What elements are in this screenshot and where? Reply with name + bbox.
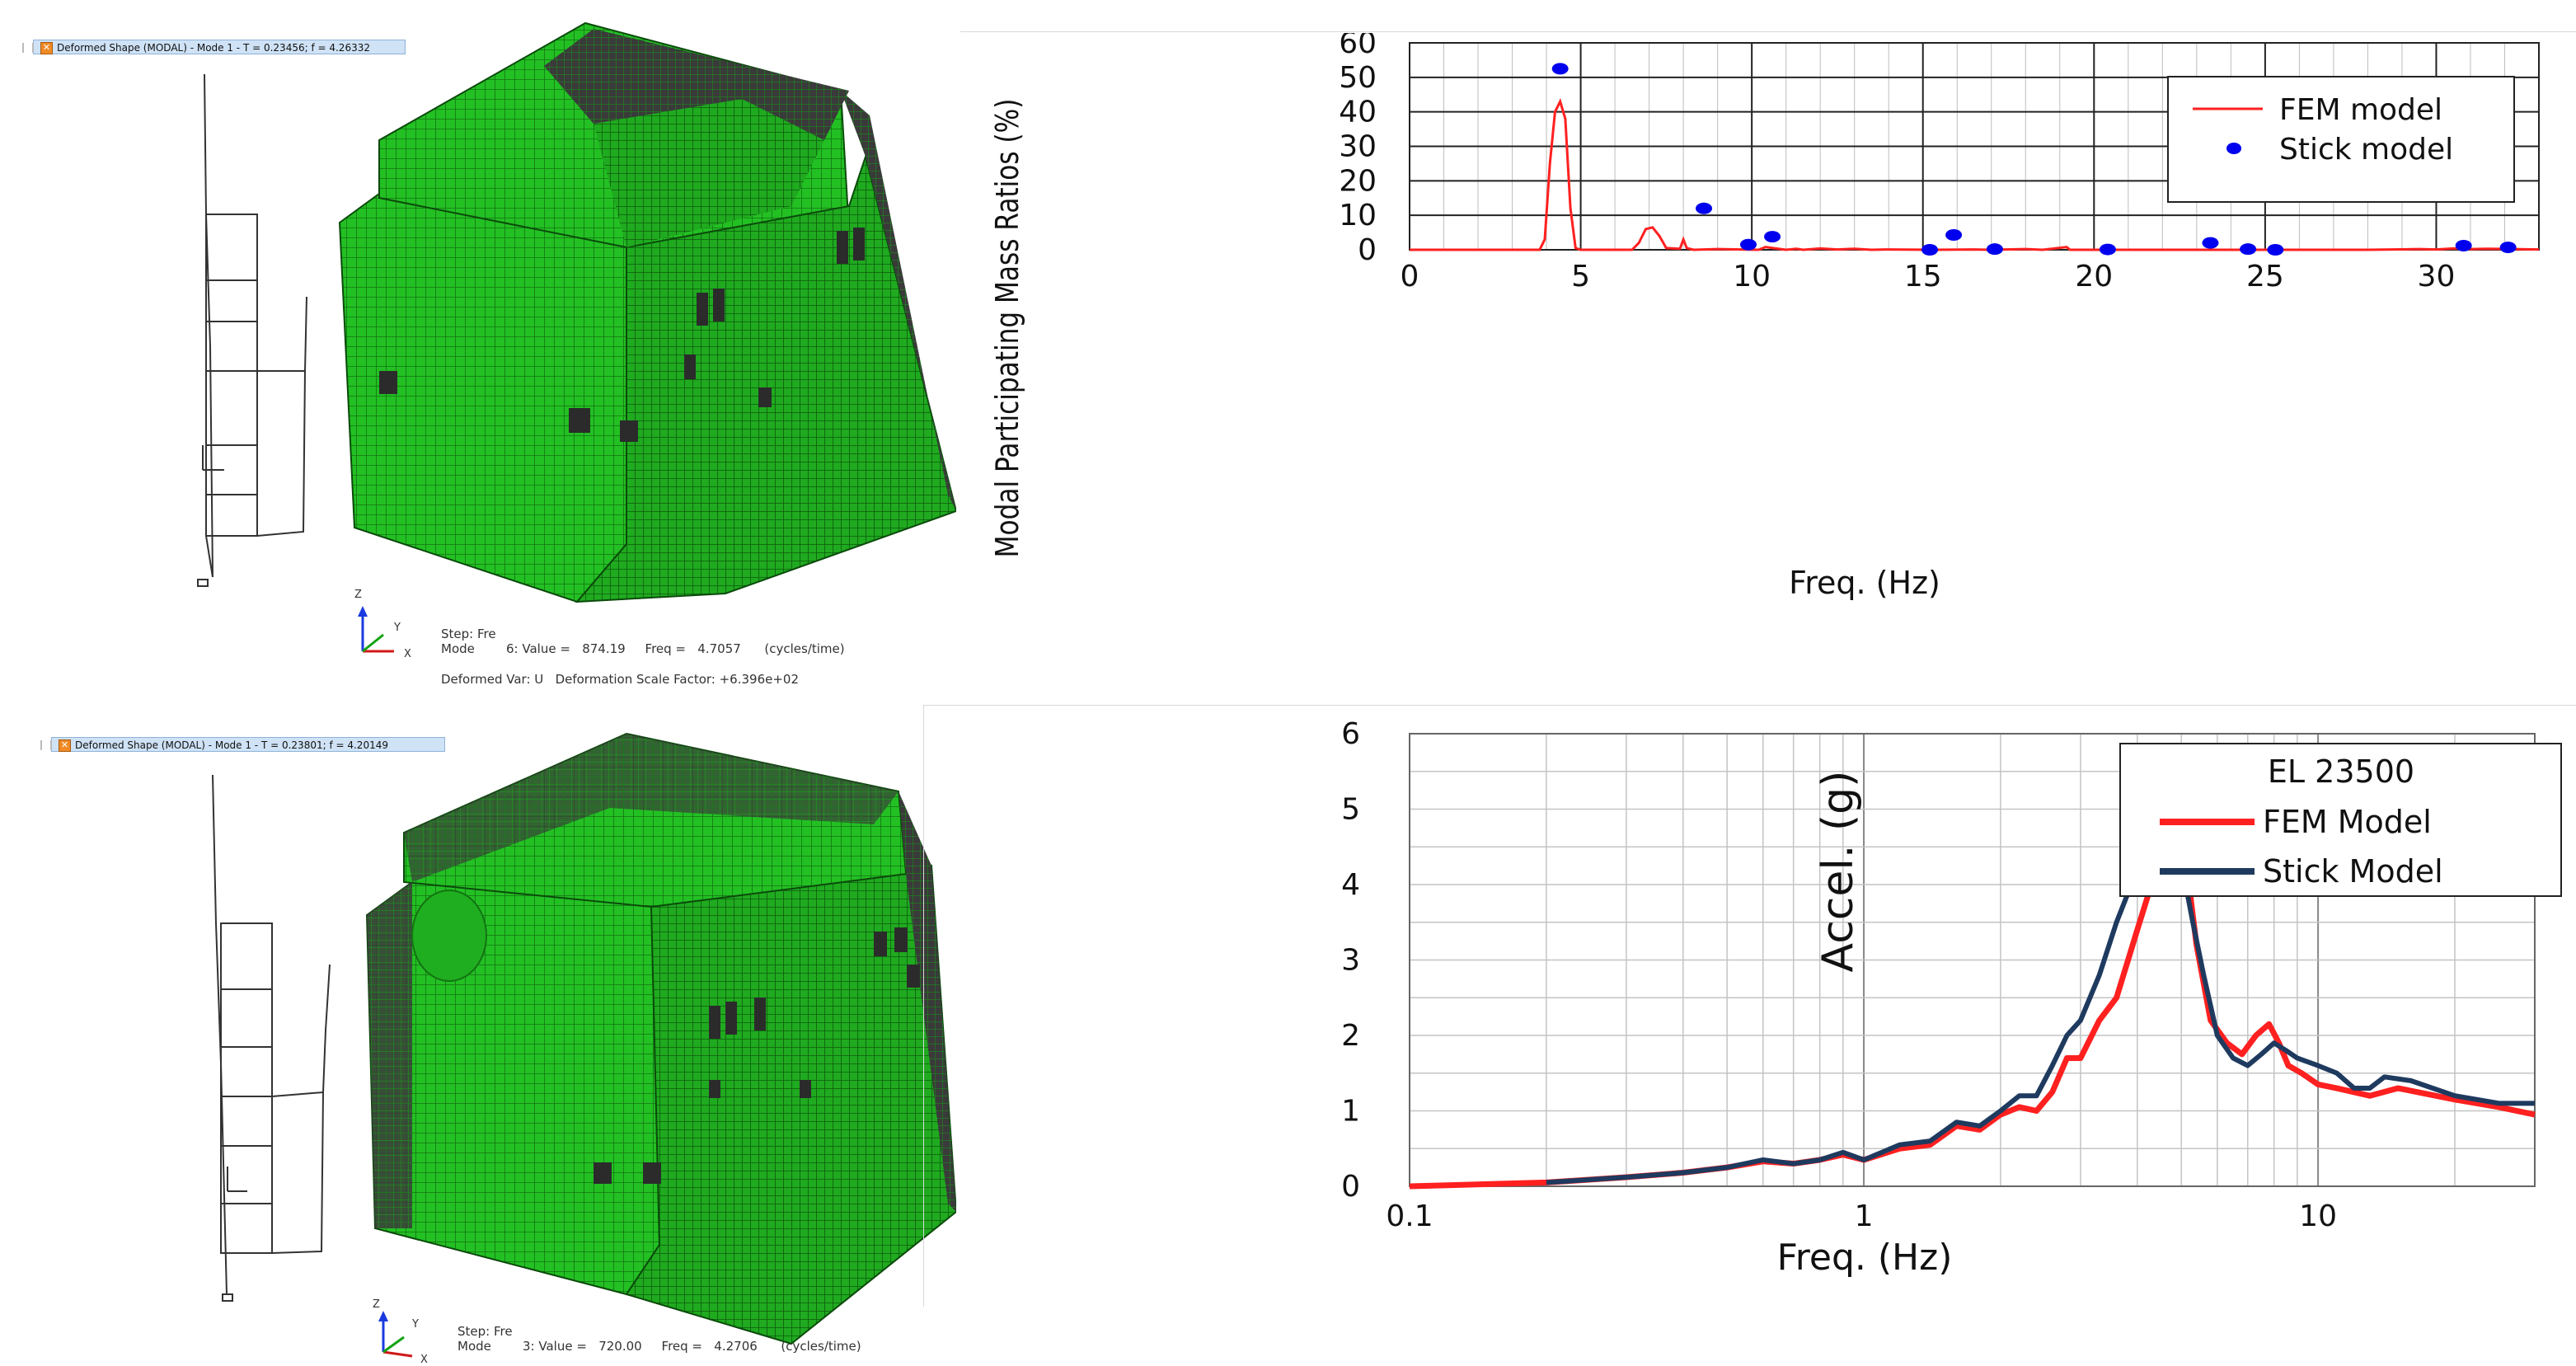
viewport-title: Deformed Shape (MODAL) - Mode 1 - T = 0.… [57, 42, 370, 54]
x-tick-label: 1 [1855, 1199, 1874, 1233]
viewport-title-bar[interactable]: ✕ Deformed Shape (MODAL) - Mode 1 - T = … [40, 737, 445, 752]
stick-model-drawing [197, 73, 307, 587]
chart2-legend: EL 23500 FEM Model Stick Model [2119, 743, 2562, 897]
close-icon[interactable]: ✕ [40, 42, 53, 54]
chart1-legend: FEM model Stick model [2167, 76, 2515, 203]
chart2-ylabel: Accel. (g) [1814, 771, 1863, 973]
legend-stick-label: Stick model [2279, 133, 2453, 167]
chart2-ticks: 0.1 1 10 0 1 2 3 4 5 6 [1341, 717, 2337, 1233]
chart1-xlabel: Freq. (Hz) [1789, 565, 1940, 601]
y-tick-label: 20 [1339, 164, 1377, 198]
chart2-xlabel: Freq. (Hz) [1777, 1237, 1953, 1279]
x-tick-label: 15 [1904, 260, 1942, 293]
y-tick-label: 1 [1341, 1095, 1360, 1129]
x-tick-label: 30 [2418, 260, 2456, 293]
y-tick-label: 0 [1341, 1170, 1360, 1204]
deformed-line: Deformed Var: U Deformation Scale Factor… [441, 672, 800, 687]
legend-box [2167, 76, 2515, 203]
axis-y-label: Y [393, 622, 401, 634]
grip-icon[interactable] [40, 740, 52, 750]
legend-stick-label: Stick Model [2263, 853, 2443, 890]
y-tick-label: 60 [1339, 33, 1377, 60]
step-line: Step: Fre [457, 1324, 513, 1339]
model-graphic-top: Z Y X [197, 21, 956, 660]
separator [923, 705, 924, 1307]
viewport-title: Deformed Shape (MODAL) - Mode 1 - T = 0.… [75, 739, 388, 751]
y-tick-label: 2 [1341, 1019, 1360, 1053]
accel-spectrum-chart: 0.1 1 10 0 1 2 3 4 5 6 Freq. (Hz) Accel. (g) EL 2… [1341, 717, 2562, 1279]
viewport-title-bar[interactable]: ✕ Deformed Shape (MODAL) - Mode 1 - T = … [22, 40, 406, 54]
y-tick-label: 50 [1339, 61, 1377, 95]
stick-model-point [2499, 242, 2517, 254]
axis-z-label: Z [354, 589, 362, 601]
stick-model-point [1740, 238, 1757, 251]
chart1-ylabel: Modal Participating Mass Ratios (%) [990, 99, 1026, 558]
x-tick-label: 5 [1571, 260, 1590, 293]
x-tick-label: 25 [2246, 260, 2284, 293]
stick-model-point [2202, 237, 2219, 249]
x-tick-label: 10 [1733, 260, 1771, 293]
stick-model-point [1696, 202, 1713, 214]
y-tick-label: 4 [1341, 868, 1360, 902]
stick-model-point [2240, 243, 2257, 256]
stick-model-point [2099, 243, 2116, 256]
step-line: Step: Fre [441, 627, 496, 641]
mode-line: Mode 3: Value = 720.00 Freq = 4.2706 (cy… [457, 1339, 861, 1354]
fem-model-line [1410, 98, 2540, 251]
axis-y-label: Y [411, 1318, 419, 1331]
axis-x-label: X [404, 648, 411, 660]
grip-icon[interactable] [22, 43, 34, 53]
mode-line: Mode 6: Value = 874.19 Freq = 4.7057 (cy… [441, 641, 845, 656]
x-tick-label: 20 [2075, 260, 2113, 293]
axis-triad-icon [378, 1311, 413, 1358]
separator [923, 705, 2576, 706]
stick-model-point [2455, 239, 2472, 251]
y-tick-label: 6 [1341, 717, 1360, 751]
chart1-series [1410, 63, 2540, 256]
fe-building-top [338, 21, 956, 603]
x-tick-label: 10 [2299, 1199, 2337, 1233]
separator [960, 31, 2576, 32]
stick-model-point [2267, 244, 2284, 256]
plot-frame [1409, 733, 2536, 1187]
legend-stick-marker [2226, 143, 2241, 154]
y-tick-label: 30 [1339, 130, 1377, 164]
axis-z-label: Z [373, 1298, 380, 1311]
legend-fem-label: FEM Model [2263, 804, 2432, 840]
legend-title: EL 23500 [2268, 753, 2414, 790]
axis-x-label: X [420, 1354, 428, 1366]
stick-model-point [1921, 244, 1939, 256]
close-icon[interactable]: ✕ [59, 739, 71, 752]
fe-building-bottom [365, 732, 956, 1345]
axis-triad-icon [358, 606, 394, 653]
y-tick-label: 0 [1358, 233, 1377, 267]
x-tick-label: 0 [1401, 260, 1419, 293]
stick-model-point [1551, 63, 1569, 75]
model-graphic-bottom: Z Y X [212, 732, 956, 1366]
stick-model-point [1945, 229, 1963, 242]
y-tick-label: 10 [1339, 199, 1377, 232]
stick-model-point [1764, 231, 1781, 243]
legend-fem-label: FEM model [2279, 93, 2442, 127]
stick-model-drawing [212, 774, 331, 1302]
x-tick-label: 0.1 [1386, 1199, 1433, 1233]
stick-model-point [1986, 243, 2003, 256]
y-tick-label: 3 [1341, 944, 1360, 978]
fe-view-bottom: ✕ Deformed Shape (MODAL) - Mode 1 - T = … [0, 717, 956, 1366]
y-tick-label: 5 [1341, 793, 1360, 827]
fe-view-top: ✕ Deformed Shape (MODAL) - Mode 1 - T = … [0, 0, 956, 687]
y-tick-label: 40 [1339, 96, 1377, 129]
